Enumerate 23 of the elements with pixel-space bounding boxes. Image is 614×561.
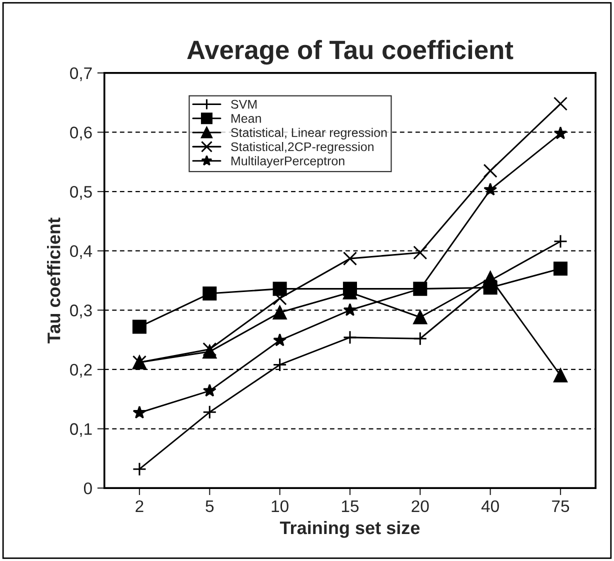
legend-label: SVM [231,100,257,109]
y-tick-label: 0,4 [70,245,92,260]
chart-title: Average of Tau coefficient [187,40,514,65]
x-tick-label: 40 [481,500,499,512]
legend-label: MultilayerPerceptron [231,156,344,168]
y-tick-label: 0,7 [70,67,92,82]
y-tick-label: 0,5 [70,186,92,200]
y-axis-title: Tau coefficient [47,218,60,344]
x-tick-label: 10 [272,500,288,512]
x-tick-label: 15 [342,500,359,512]
y-tick-label: 0,6 [70,126,92,140]
legend-label: Statistical,2CP-regression [231,142,374,154]
y-tick-label: 0,2 [70,364,92,378]
y-tick-label: 0,1 [70,423,92,437]
x-tick-label: 2 [136,500,144,512]
x-tick-label: 5 [206,500,214,512]
legend-label: Statistical, Linear regression [231,128,387,140]
x-axis-title: Training set size [280,520,420,538]
y-tick-label: 0 [84,482,92,494]
x-tick-label: 75 [552,500,570,512]
x-tick-label: 20 [412,500,429,512]
y-tick-label: 0,3 [70,304,92,318]
legend-label: Mean [231,114,261,123]
